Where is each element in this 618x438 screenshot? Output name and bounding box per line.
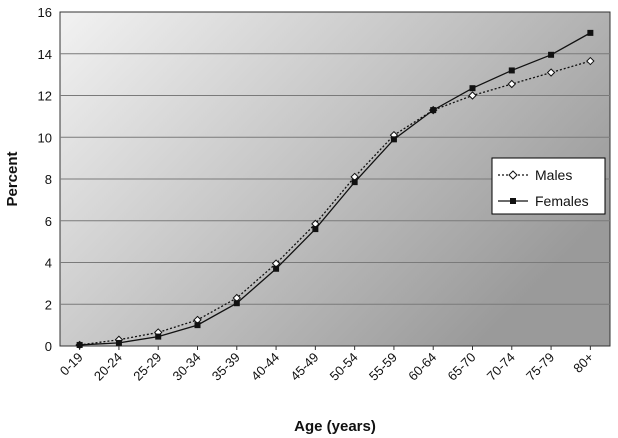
x-tick-label: 35-39 bbox=[209, 350, 243, 384]
x-tick-label: 70-74 bbox=[484, 350, 518, 384]
data-point-females bbox=[194, 322, 201, 329]
x-tick-label: 25-29 bbox=[130, 350, 164, 384]
y-tick-labels: 0 2 4 6 8 10 12 14 16 bbox=[38, 5, 52, 354]
x-tick-label: 75-79 bbox=[523, 350, 557, 384]
data-point-females bbox=[390, 136, 397, 143]
x-tick-label: 20-24 bbox=[91, 350, 125, 384]
y-tick-label: 2 bbox=[45, 297, 52, 312]
y-tick-label: 16 bbox=[38, 5, 52, 20]
x-tick-label: 45-49 bbox=[287, 350, 321, 384]
x-tick-label: 30-34 bbox=[170, 350, 204, 384]
data-point-females bbox=[76, 341, 83, 348]
legend-marker-females bbox=[510, 198, 516, 204]
legend: Males Females bbox=[491, 157, 606, 215]
gridlines bbox=[60, 53, 610, 305]
y-tick-label: 12 bbox=[38, 89, 52, 104]
data-point-males bbox=[586, 56, 595, 66]
x-tick-label: 0-19 bbox=[57, 350, 86, 379]
legend-label-males: Males bbox=[535, 167, 572, 183]
data-point-females bbox=[508, 67, 515, 74]
y-tick-label: 8 bbox=[45, 172, 52, 187]
legend-label-females: Females bbox=[535, 193, 589, 209]
x-tick-label: 60-64 bbox=[405, 350, 439, 384]
data-point-females bbox=[155, 333, 162, 340]
data-point-females bbox=[548, 51, 555, 58]
x-tick-label: 65-70 bbox=[445, 350, 479, 384]
x-tick-labels: 0-19 20-24 25-29 30-34 35-39 40-44 45-49 50-54 5… bbox=[57, 346, 596, 384]
data-point-females bbox=[312, 226, 319, 233]
y-tick-label: 14 bbox=[38, 47, 52, 62]
data-point-females bbox=[430, 107, 437, 114]
data-point-females bbox=[115, 339, 122, 346]
data-point-males bbox=[468, 91, 477, 100]
legend-box bbox=[491, 157, 606, 215]
y-tick-label: 10 bbox=[38, 130, 52, 145]
x-tick-label: 50-54 bbox=[327, 350, 361, 384]
y-axis-title: Percent bbox=[4, 151, 21, 206]
x-axis-title: Age (years) bbox=[294, 418, 376, 435]
data-point-females bbox=[469, 85, 476, 92]
series-lines bbox=[79, 32, 591, 346]
data-point-females bbox=[351, 179, 358, 186]
data-point-males bbox=[507, 79, 516, 89]
data-point-females bbox=[587, 29, 594, 36]
data-point-females bbox=[233, 300, 240, 307]
data-point-females bbox=[273, 265, 280, 272]
y-tick-label: 0 bbox=[45, 339, 52, 354]
data-point-males bbox=[546, 68, 556, 77]
series-line-females bbox=[79, 32, 591, 346]
x-tick-label: 40-44 bbox=[248, 350, 282, 384]
y-tick-label: 6 bbox=[45, 214, 52, 229]
series-markers bbox=[75, 29, 595, 350]
y-tick-label: 4 bbox=[45, 256, 52, 271]
legend-marker-males bbox=[508, 170, 518, 180]
x-tick-label: 80+ bbox=[570, 350, 596, 376]
series-line-males bbox=[79, 60, 591, 346]
x-tick-label: 55-59 bbox=[366, 350, 400, 384]
